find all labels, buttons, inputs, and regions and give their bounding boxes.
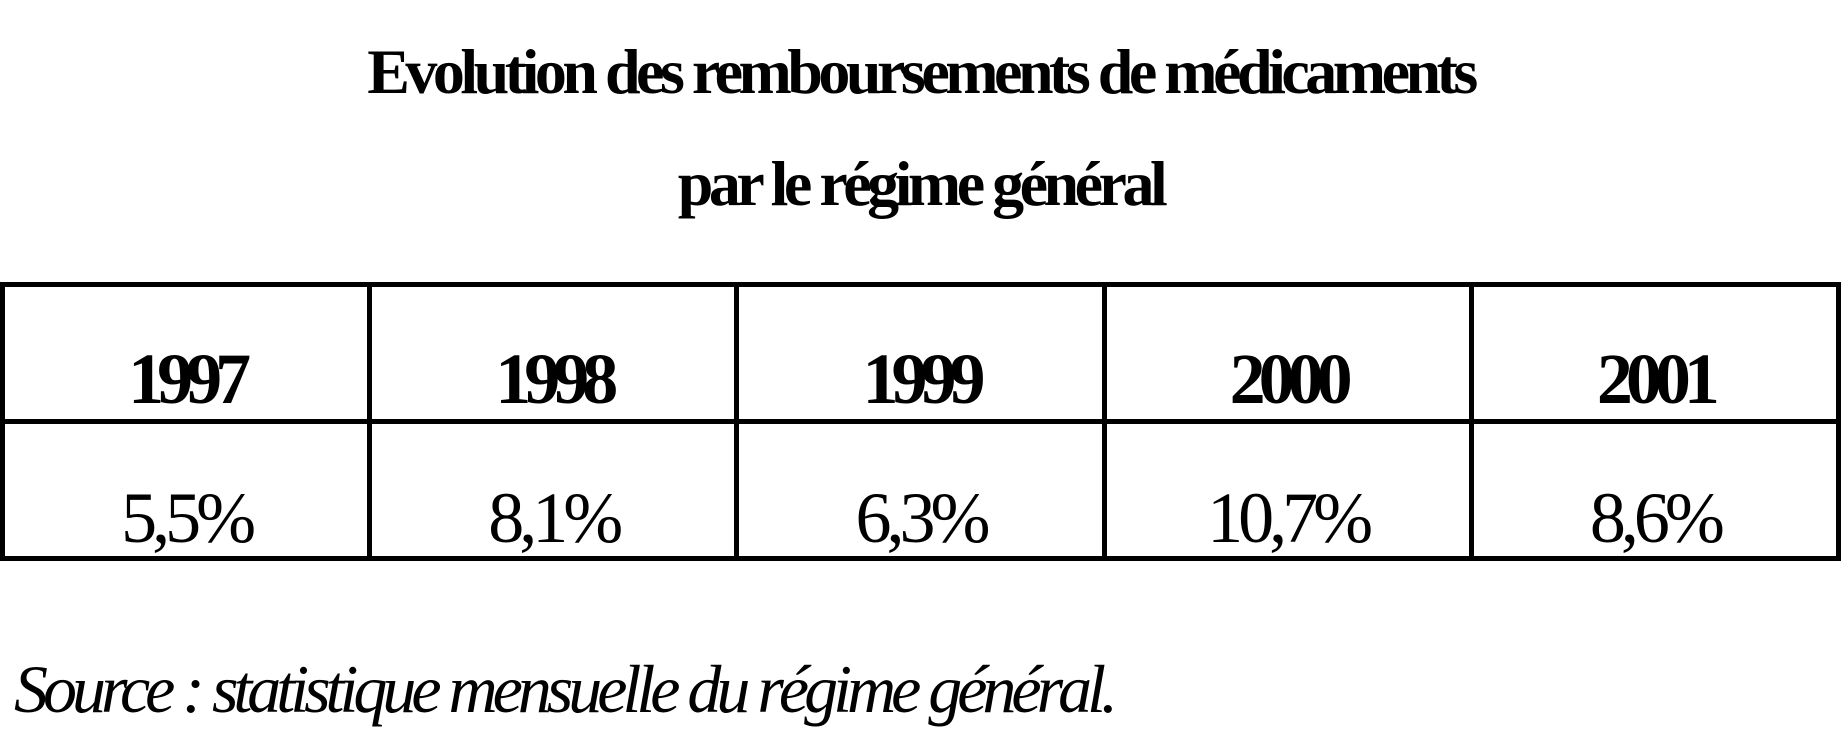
source-note: Source : statistique mensuelle du régime… bbox=[14, 651, 1118, 727]
value-row: 5,5% 8,1% 6,3% 10,7% 8,6% bbox=[0, 419, 1841, 561]
year-cell: 2001 bbox=[1468, 282, 1841, 424]
title-line: par le régime général bbox=[677, 148, 1168, 219]
title-line: Evolution des remboursements de médicame… bbox=[367, 36, 1478, 107]
value-cell: 6,3% bbox=[734, 419, 1107, 561]
year-cell: 1997 bbox=[0, 282, 373, 424]
data-table: 1997 1998 1999 2000 2001 5,5% 8,1% 6,3% 10,7% 8,6… bbox=[0, 282, 1841, 561]
value-cell: 5,5% bbox=[0, 419, 373, 561]
year-cell: 1999 bbox=[734, 282, 1107, 424]
header-row: 1997 1998 1999 2000 2001 bbox=[0, 282, 1841, 424]
year-cell: 1998 bbox=[367, 282, 740, 424]
value-cell: 8,1% bbox=[367, 419, 740, 561]
value-cell: 8,6% bbox=[1468, 419, 1841, 561]
value-cell: 10,7% bbox=[1101, 419, 1474, 561]
year-cell: 2000 bbox=[1101, 282, 1474, 424]
